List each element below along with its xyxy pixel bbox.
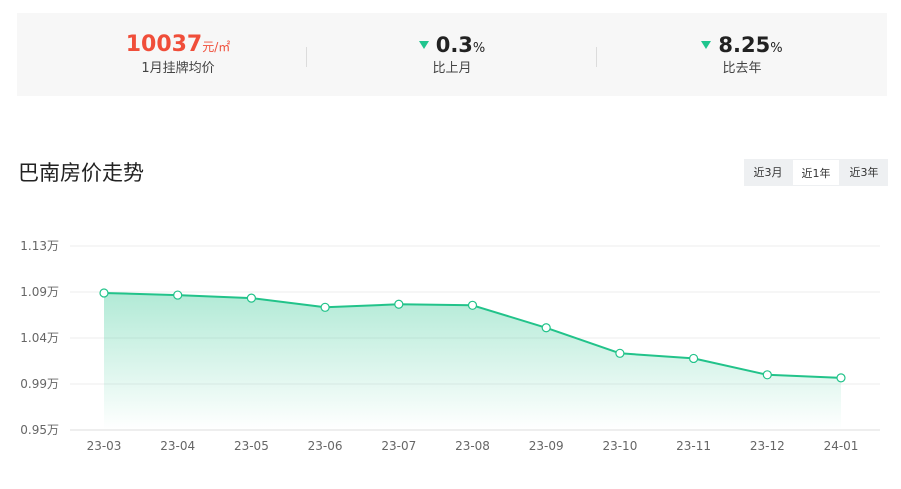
data-point — [99, 288, 109, 298]
data-point — [467, 300, 478, 310]
data-point — [320, 302, 330, 312]
yoy-change-value: 8.25 — [718, 33, 771, 57]
x-tick-label: 23-08 — [455, 439, 490, 453]
yoy-change-stat: 8.25% 比去年 — [597, 13, 887, 96]
data-point — [246, 293, 256, 303]
x-tick-label: 23-03 — [87, 439, 122, 453]
data-point — [762, 370, 772, 380]
stat-divider — [596, 47, 597, 67]
range-tab-3-months[interactable]: 近3月 — [753, 166, 783, 179]
avg-price-label: 1月挂牌均价 — [141, 61, 215, 76]
data-point — [615, 348, 625, 358]
data-point — [394, 299, 404, 309]
avg-price-stat: 10037元/㎡ 1月挂牌均价 — [33, 13, 323, 96]
y-tick-label: 0.99万 — [20, 377, 59, 391]
data-point — [836, 373, 846, 383]
avg-price-unit: 元/㎡ — [202, 40, 231, 54]
x-tick-label: 24-01 — [824, 439, 859, 453]
x-tick-label: 23-09 — [529, 439, 564, 453]
down-triangle-icon — [701, 40, 712, 49]
chart-section-title: 巴南房价走势 — [18, 161, 144, 185]
x-tick-label: 23-10 — [602, 439, 637, 453]
y-tick-label: 1.04万 — [20, 331, 59, 345]
mom-change-stat: 0.3% 比上月 — [307, 13, 597, 96]
x-tick-label: 23-07 — [381, 439, 416, 453]
data-point — [541, 323, 551, 333]
range-tabs: 近3月 近1年 近3年 — [744, 159, 888, 186]
mom-change-value: 0.3 — [435, 33, 473, 57]
stats-panel: 10037元/㎡ 1月挂牌均价 0.3% 比上月 8.25% 比去年 — [17, 13, 887, 96]
avg-price-value: 10037 — [125, 32, 203, 57]
mom-change-label: 比上月 — [432, 61, 472, 76]
down-triangle-icon — [418, 40, 429, 49]
x-tick-label: 23-12 — [750, 439, 785, 453]
range-tab-3-years[interactable]: 近3年 — [849, 166, 879, 179]
y-tick-label: 1.09万 — [20, 285, 59, 299]
y-tick-label: 0.95万 — [20, 423, 59, 437]
yoy-change-unit: % — [770, 41, 783, 56]
x-tick-label: 23-05 — [234, 439, 269, 453]
x-tick-label: 23-11 — [676, 439, 711, 453]
data-point — [173, 290, 183, 300]
x-tick-label: 23-06 — [308, 439, 343, 453]
series-area-fill — [104, 293, 841, 430]
mom-change-unit: % — [472, 41, 486, 56]
x-tick-label: 23-04 — [160, 439, 195, 453]
yoy-change-label: 比去年 — [722, 61, 762, 76]
data-point — [688, 353, 699, 364]
stat-divider — [306, 47, 307, 67]
y-tick-label: 1.13万 — [20, 239, 59, 253]
range-tab-1-year[interactable]: 近1年 — [792, 159, 840, 186]
